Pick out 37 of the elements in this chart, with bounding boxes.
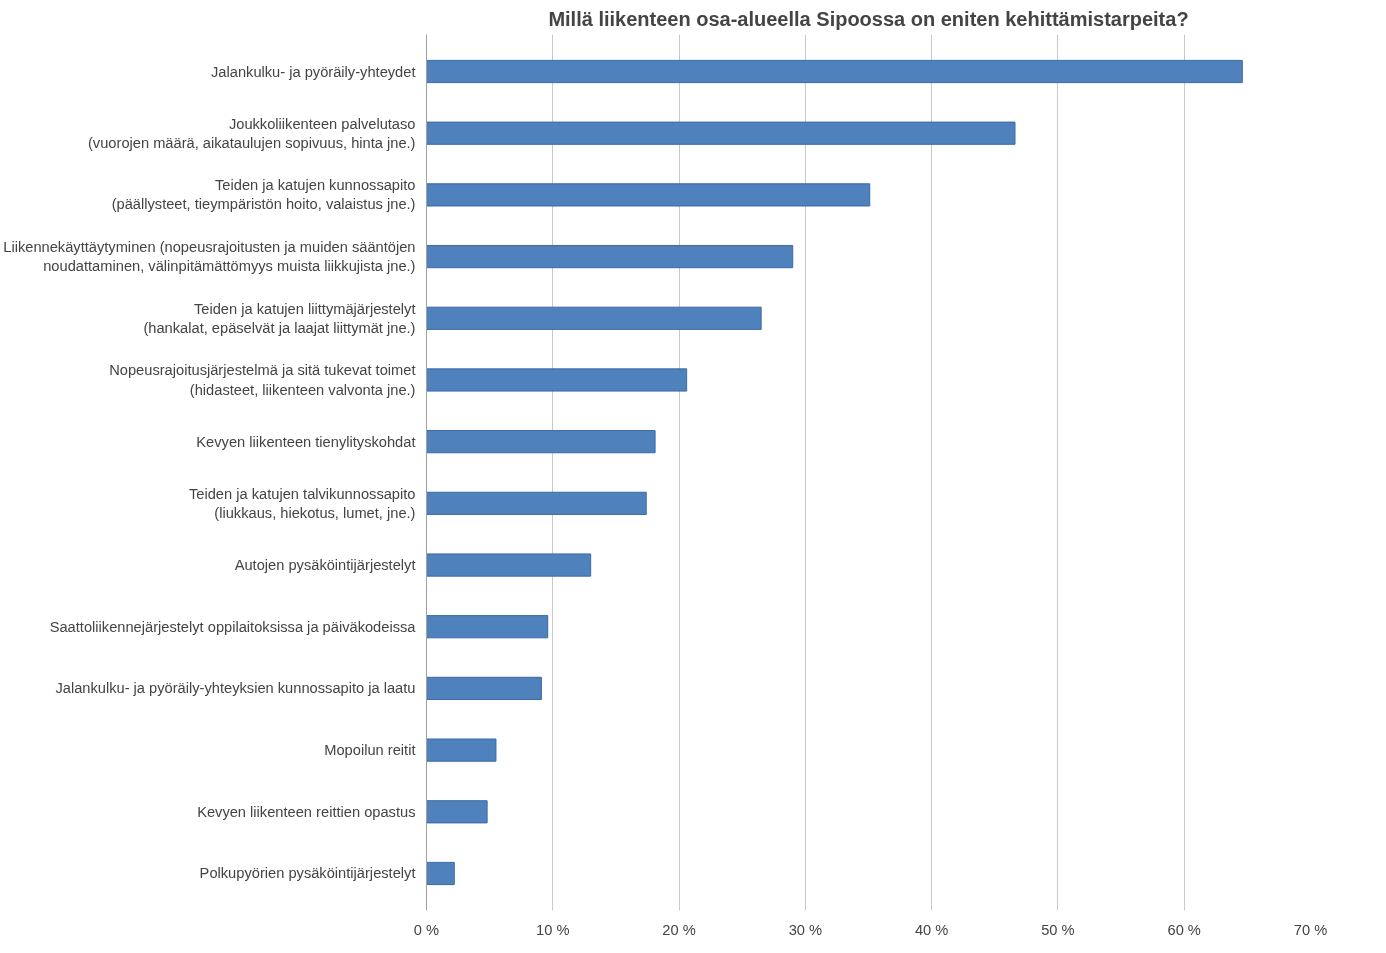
y-tick-label: Saattoliikennejärjestelyt oppilaitoksissa ja päiväkodeissa [49, 618, 417, 635]
y-tick-label: Liikennekäyttäytyminen (nopeusrajoitusten ja muiden sääntöjen noudattaminen, välinpitämättömyys muista liikkujista jne.) [3, 238, 416, 275]
x-tick-label: 70 % [1293, 921, 1328, 938]
y-tick-label: Kevyen liikenteen reittien opastus [197, 803, 416, 820]
bar [426, 738, 497, 762]
x-tick-label: 50 % [1041, 921, 1075, 938]
y-tick-label: Teiden ja katujen liittymäjärjestelyt (hankalat, epäselvät ja laajat liittymät jne.) [143, 300, 416, 336]
x-tick-label: 30 % [788, 921, 823, 938]
bar [426, 59, 1243, 84]
y-tick-label: Jalankulku- ja pyöräily-yhteydet [211, 63, 416, 80]
bar [426, 861, 455, 886]
bar [426, 430, 656, 454]
x-tick-label: 0 % [413, 921, 440, 938]
bar [426, 244, 794, 269]
y-tick-label: Teiden ja katujen talvikunnossapito (liukkaus, hiekotus, lumet, jne.) [188, 485, 416, 521]
y-tick-label: Kevyen liikenteen tienylityskohdat [196, 433, 416, 450]
y-tick-label: Nopeusrajoitusjärjestelmä ja sitä tukevat toimet (hidasteet, liikenteen valvonta jne.) [109, 362, 416, 398]
bar [426, 368, 688, 392]
bar [426, 306, 762, 330]
bar [426, 183, 871, 207]
bar [426, 553, 592, 577]
bar [426, 615, 549, 639]
x-tick-label: 60 % [1167, 921, 1201, 938]
x-tick-label: 10 % [536, 921, 570, 938]
y-tick-label: Jalankulku- ja pyöräily-yhteyksien kunnossapito ja laatu [55, 680, 416, 697]
y-tick-label: Joukkoliikenteen palvelutaso (vuorojen määrä, aikataulujen sopivuus, hinta jne.) [87, 115, 416, 151]
chart-title: Millä liikenteen osa-alueella Sipoossa on eniten kehittämistarpeita? [548, 7, 1189, 30]
y-tick-label: Autojen pysäköintijärjestelyt [234, 557, 416, 574]
x-tick-label: 20 % [662, 921, 696, 938]
x-tick-label: 40 % [914, 921, 949, 938]
bar [426, 121, 1016, 145]
bar [426, 676, 542, 701]
y-tick-label: Polkupyörien pysäköintijärjestelyt [199, 865, 416, 882]
bar [426, 800, 488, 824]
y-tick-label: Teiden ja katujen kunnossapito (päällysteet, tieympäristön hoito, valaistus jne.) [111, 177, 416, 213]
bar [426, 491, 647, 515]
y-tick-label: Mopoilun reitit [324, 742, 416, 759]
